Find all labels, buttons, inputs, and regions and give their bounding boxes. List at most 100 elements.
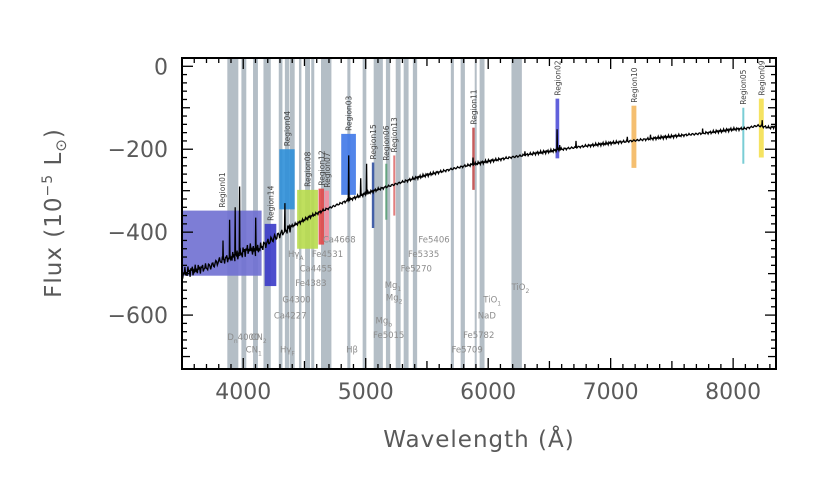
index-label: Mg2 <box>386 294 403 306</box>
x-tick-label: 5000 <box>338 380 394 405</box>
y-axis-title: Flux (10−5 L⊙) <box>40 128 70 298</box>
index-label-subscript: b <box>388 321 392 328</box>
index-band <box>412 58 418 369</box>
axes <box>181 57 777 370</box>
index-label: Fe4383 <box>295 279 326 289</box>
index-band <box>479 58 485 369</box>
index-label-subscript: F <box>291 350 295 357</box>
y-axis-title-unit: L <box>41 152 67 174</box>
index-band <box>450 58 454 369</box>
index-label: Fe5709 <box>451 345 482 355</box>
index-label-text: NaD <box>478 311 497 321</box>
index-label: Fe5335 <box>408 250 439 260</box>
index-label: G4300 <box>282 296 310 306</box>
index-label-subscript: n <box>234 338 238 345</box>
region-label: Region04 <box>283 111 292 146</box>
index-label-text: Fe5335 <box>408 250 439 260</box>
index-label: Fe5782 <box>463 331 494 341</box>
region-box <box>385 163 388 220</box>
index-label-subscript: 1 <box>497 301 501 308</box>
index-label-text: TiO <box>482 296 497 306</box>
index-label-subscript: 2 <box>525 288 529 295</box>
index-label-text: Fe5782 <box>463 331 494 341</box>
index-label-subscript: 2 <box>399 299 403 306</box>
y-axis-title-suffix: ) <box>41 128 67 138</box>
y-tick-label: −200 <box>108 138 168 163</box>
index-label-text: Hγ <box>288 250 299 260</box>
region-label: Region12 <box>317 150 326 185</box>
index-label: Ca4227 <box>274 311 307 321</box>
x-axis-title: Wavelength (Å) <box>383 425 574 453</box>
region-box <box>279 149 295 210</box>
index-label-subscript: 2 <box>263 338 267 345</box>
index-band <box>362 58 367 369</box>
index-label-text: Fe4531 <box>312 250 343 260</box>
region-box <box>264 223 277 287</box>
index-label: Fe5270 <box>401 265 432 275</box>
region-label: Region08 <box>304 151 313 186</box>
index-label-text: TiO <box>510 283 525 293</box>
y-axis-title-exponent: −5 <box>40 174 56 197</box>
x-tick-label: 7000 <box>583 380 639 405</box>
y-axis-title-sun-symbol: ⊙ <box>52 138 70 152</box>
index-label: Mg1 <box>385 281 402 293</box>
index-label: Fe5406 <box>418 236 449 246</box>
index-band <box>385 58 391 369</box>
index-label-subscript: 1 <box>258 350 262 357</box>
index-label-text: Ca4227 <box>274 311 307 321</box>
index-label-text: CN <box>251 333 263 343</box>
region-box <box>371 162 375 229</box>
index-label-text: Mg <box>376 316 389 326</box>
y-tick-label: 0 <box>154 55 168 80</box>
index-label-subscript: A <box>299 255 304 262</box>
region-label: Region01 <box>218 172 227 207</box>
index-label: HγF <box>280 345 295 357</box>
index-label-text: CN <box>246 345 258 355</box>
x-tick-label: 8000 <box>705 380 761 405</box>
index-band <box>373 58 383 369</box>
index-label-text: Mg <box>385 281 398 291</box>
index-label: TiO2 <box>510 283 529 295</box>
region-label: Region14 <box>266 185 275 220</box>
index-label-text: Hβ <box>346 345 358 355</box>
index-label-subscript: 1 <box>397 286 401 293</box>
index-label-text: Fe4383 <box>295 279 326 289</box>
region-label: Region02 <box>553 60 562 95</box>
index-label: Dn4000 <box>227 333 259 345</box>
plot-frame <box>181 57 777 370</box>
index-label: TiO1 <box>482 296 501 308</box>
index-label-text: Hγ <box>280 345 291 355</box>
index-label-text: Ca4455 <box>300 265 333 275</box>
index-label: Ca4668 <box>323 236 356 246</box>
index-band <box>263 58 271 369</box>
y-tick-label: −600 <box>108 304 168 329</box>
region-box <box>631 105 637 168</box>
index-band <box>347 58 351 369</box>
index-label: Hβ <box>346 345 358 355</box>
region-label: Region15 <box>369 124 378 159</box>
index-label: NaD <box>478 311 497 321</box>
region-label: Region03 <box>345 95 354 130</box>
region-box <box>318 188 325 245</box>
index-label: Fe4531 <box>312 250 343 260</box>
index-label-text: Fe5270 <box>401 265 432 275</box>
spectrum-series <box>181 120 777 279</box>
index-label: CN2 <box>251 333 267 345</box>
index-band <box>474 58 477 369</box>
region-labels: Region01 Region14 Region04 Region08 Region12… <box>218 60 766 221</box>
x-tick-labels: 4000 5000 6000 7000 8000 <box>215 380 761 405</box>
index-label-text: Fe5406 <box>418 236 449 246</box>
index-label-text: Fe5015 <box>373 331 404 341</box>
index-label-text: Fe5709 <box>451 345 482 355</box>
index-label-text: Ca4668 <box>323 236 356 246</box>
spectrum-line <box>181 120 777 279</box>
index-label: CN1 <box>246 345 262 357</box>
region-label: Region09 <box>757 60 766 95</box>
index-band <box>395 58 401 369</box>
region-label: Region10 <box>630 67 639 102</box>
region-label: Region07 <box>323 152 332 187</box>
region-label: Region05 <box>739 69 748 104</box>
y-tick-labels: 0 −200 −400 −600 <box>108 55 168 329</box>
